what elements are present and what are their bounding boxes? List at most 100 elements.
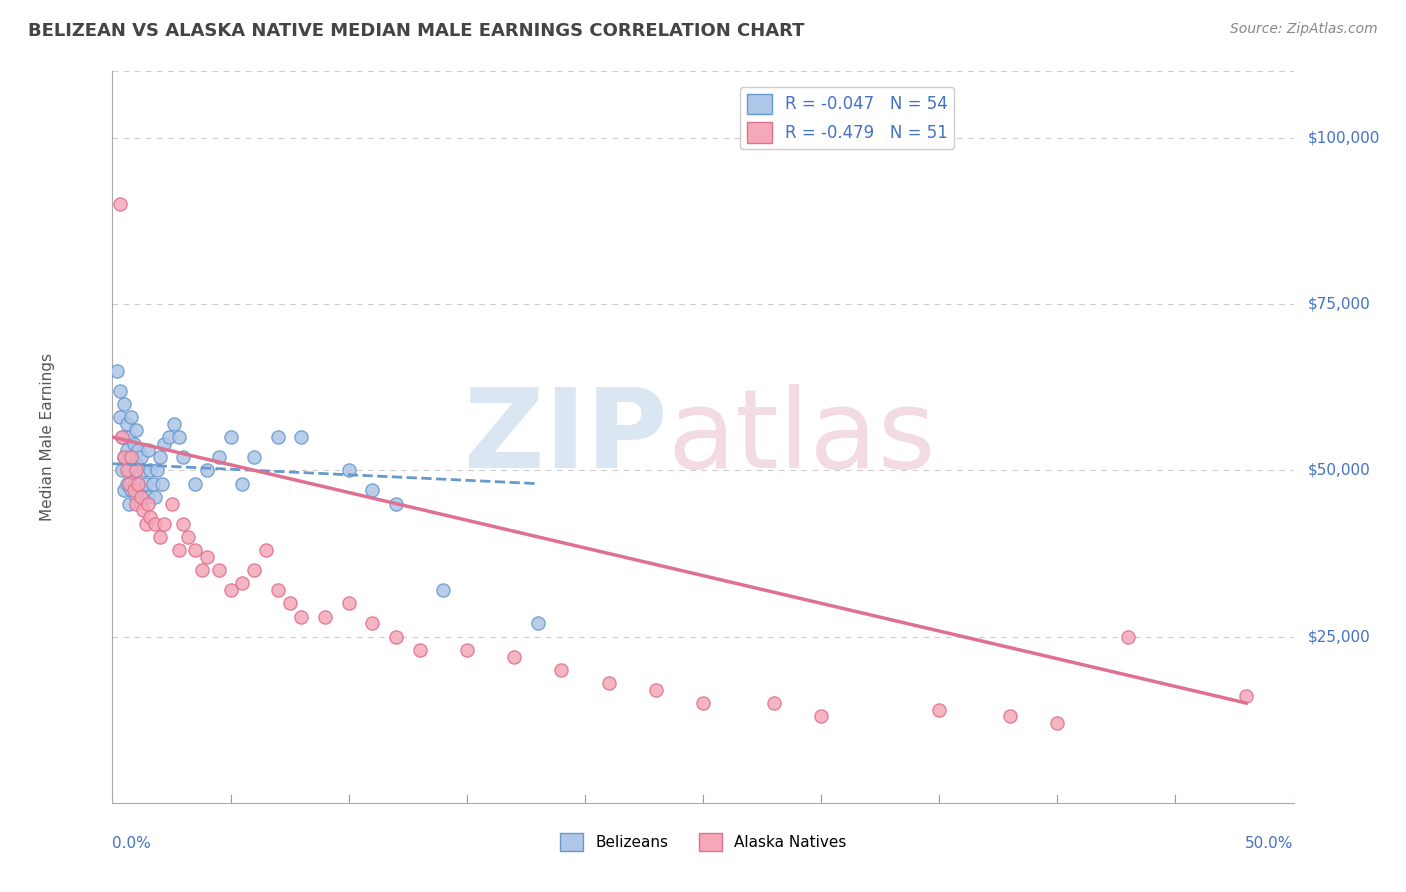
Point (998, 709, 1021, 723)
Text: Median Male Earnings: Median Male Earnings (39, 353, 55, 521)
Point (167, 430, 190, 444)
Point (108, 197, 131, 211)
Point (108, 410, 131, 425)
Point (125, 457, 148, 471)
Point (337, 596, 360, 610)
Text: atlas: atlas (668, 384, 936, 491)
Text: $75,000: $75,000 (1308, 297, 1371, 311)
Point (172, 450, 194, 464)
Point (125, 424, 148, 438)
Point (125, 497, 148, 511)
Point (184, 543, 207, 558)
Point (135, 476, 157, 491)
Point (118, 430, 141, 444)
Text: $100,000: $100,000 (1308, 130, 1381, 145)
Point (105, 363, 128, 377)
Point (408, 643, 430, 657)
Point (146, 463, 169, 477)
Point (127, 443, 149, 458)
Point (278, 596, 301, 610)
Point (129, 490, 152, 504)
Point (136, 497, 159, 511)
Point (122, 436, 145, 450)
Point (111, 463, 134, 477)
Point (172, 516, 194, 531)
Point (337, 463, 360, 477)
Point (120, 483, 142, 498)
Point (139, 509, 162, 524)
Point (219, 430, 242, 444)
Point (1116, 630, 1139, 644)
Point (385, 630, 408, 644)
Point (267, 430, 290, 444)
Point (208, 563, 231, 577)
Point (503, 649, 526, 664)
Point (139, 463, 162, 477)
Point (526, 616, 548, 631)
Point (928, 703, 950, 717)
Point (231, 576, 253, 591)
Point (143, 516, 166, 531)
Point (115, 476, 138, 491)
Point (115, 417, 138, 431)
Point (111, 430, 134, 444)
Point (762, 696, 785, 710)
Point (177, 530, 200, 544)
Point (385, 497, 408, 511)
Point (598, 676, 620, 690)
Point (118, 497, 141, 511)
Point (125, 490, 148, 504)
Point (157, 430, 180, 444)
Point (195, 549, 218, 564)
Point (118, 476, 141, 491)
Point (184, 476, 207, 491)
Point (142, 476, 165, 491)
Point (149, 450, 172, 464)
Point (267, 582, 290, 597)
Legend: Belizeans, Alaska Natives: Belizeans, Alaska Natives (554, 827, 852, 857)
Point (112, 450, 135, 464)
Point (254, 543, 277, 558)
Point (115, 463, 138, 477)
Point (120, 450, 142, 464)
Point (167, 543, 190, 558)
Point (456, 643, 478, 657)
Point (243, 563, 266, 577)
Text: BELIZEAN VS ALASKA NATIVE MEDIAN MALE EARNINGS CORRELATION CHART: BELIZEAN VS ALASKA NATIVE MEDIAN MALE EA… (28, 22, 804, 40)
Point (127, 476, 149, 491)
Point (120, 450, 142, 464)
Point (129, 450, 152, 464)
Point (243, 450, 266, 464)
Text: $50,000: $50,000 (1308, 463, 1371, 478)
Point (361, 616, 384, 631)
Point (143, 490, 166, 504)
Point (550, 663, 572, 677)
Point (112, 397, 135, 411)
Point (195, 463, 218, 477)
Point (112, 483, 135, 498)
Point (1046, 716, 1069, 731)
Point (314, 609, 336, 624)
Point (150, 476, 173, 491)
Point (290, 609, 312, 624)
Point (135, 516, 157, 531)
Text: 50.0%: 50.0% (1246, 836, 1294, 851)
Point (290, 430, 312, 444)
Point (108, 384, 131, 398)
Point (120, 410, 142, 425)
Point (163, 417, 186, 431)
Point (136, 490, 159, 504)
Point (129, 483, 152, 498)
Point (153, 436, 176, 450)
Point (231, 476, 253, 491)
Point (644, 682, 666, 697)
Point (132, 503, 155, 517)
Point (692, 696, 714, 710)
Point (118, 463, 141, 477)
Point (136, 443, 159, 458)
Text: Source: ZipAtlas.com: Source: ZipAtlas.com (1230, 22, 1378, 37)
Point (208, 450, 231, 464)
Point (160, 497, 183, 511)
Point (111, 430, 134, 444)
Point (149, 530, 172, 544)
